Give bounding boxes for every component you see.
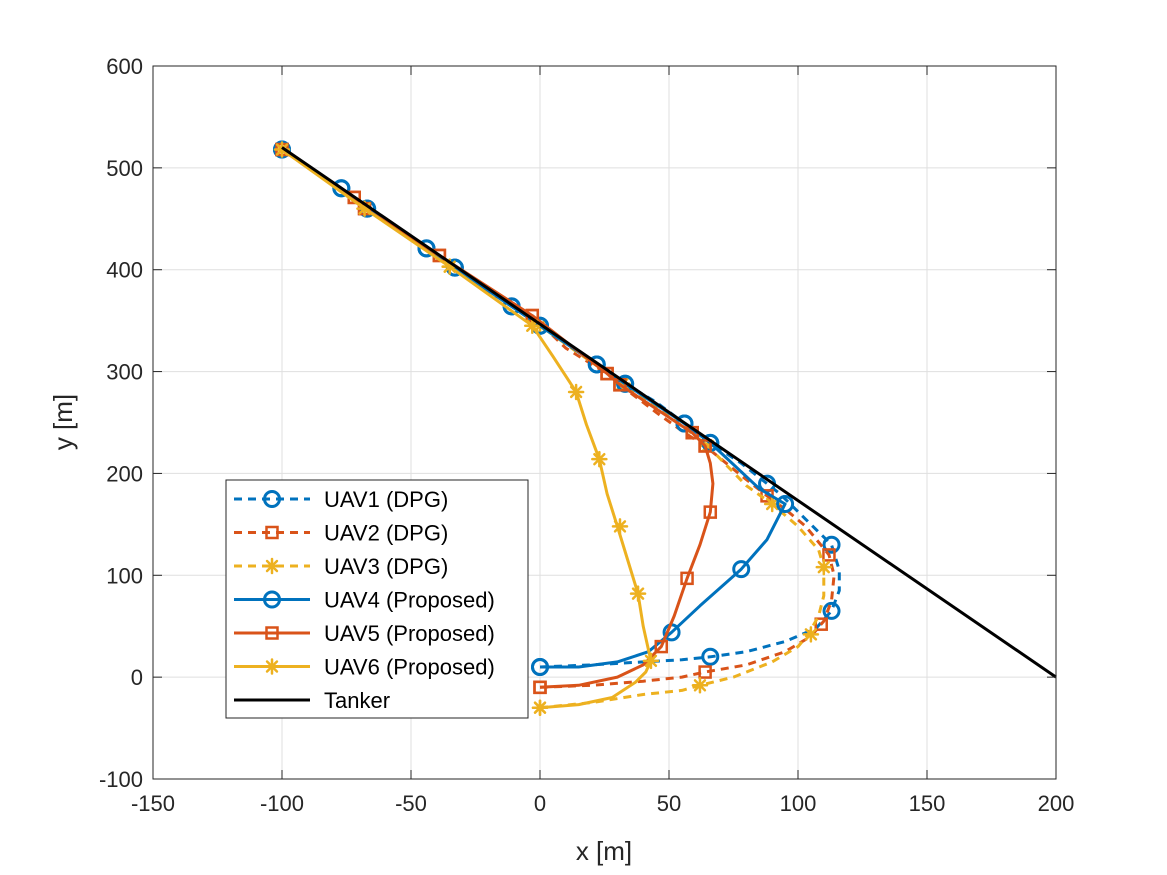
ticks: -150 -100 -50 0 50 100 150 200-1000100200300400…: [99, 54, 1074, 816]
legend: UAV1 (DPG) UAV2 (DPG) UAV3 (DPG) UAV4 (Prop…: [225, 479, 529, 719]
legend-label: UAV1 (DPG): [324, 487, 448, 512]
x-tick-label: 100: [780, 791, 817, 816]
y-tick-label: 100: [106, 563, 143, 588]
x-tick-label: 200: [1038, 791, 1075, 816]
legend-label: UAV4 (Proposed): [324, 588, 495, 613]
x-tick-label: 150: [909, 791, 946, 816]
y-tick-label: 300: [106, 360, 143, 385]
series-1-marker: [698, 665, 712, 679]
x-axis-title: x [m]: [576, 836, 632, 866]
x-tick-label: -150: [131, 791, 175, 816]
series-3-marker: [417, 239, 436, 258]
series-6: [281, 146, 1057, 679]
series-4-marker: [654, 639, 669, 654]
y-tick-label: 0: [131, 665, 143, 690]
series-4-marker: [680, 571, 694, 586]
x-tick-label: 0: [534, 791, 546, 816]
legend-label: UAV2 (DPG): [324, 521, 448, 546]
x-tick-label: -100: [260, 791, 304, 816]
legend-item: UAV6 (Proposed): [234, 655, 495, 680]
series-4-marker: [533, 680, 547, 695]
y-tick-label: 500: [106, 156, 143, 181]
y-tick-label: 400: [106, 258, 143, 283]
series-5: [273, 141, 660, 716]
series-3-marker: [587, 355, 606, 374]
legend-marker-sample: [263, 590, 281, 609]
legend-item: UAV1 (DPG): [234, 487, 448, 512]
x-tick-label: -50: [395, 791, 427, 816]
series-3-marker: [776, 494, 795, 513]
series-0-marker: [822, 601, 841, 620]
legend-item: UAV4 (Proposed): [234, 588, 495, 613]
series-2-marker: [802, 626, 820, 643]
legend-label: UAV6 (Proposed): [324, 655, 495, 680]
series-4-marker: [698, 439, 712, 453]
series-5-marker: [531, 699, 549, 716]
y-tick-label: 200: [106, 461, 143, 486]
axes-box: [152, 65, 1057, 780]
y-axis-title: y [m]: [48, 394, 78, 450]
series-2-line: [281, 148, 826, 710]
series-layer: [273, 140, 1057, 716]
legend-marker-sample: [263, 658, 281, 675]
series-3-marker: [732, 560, 751, 579]
series-0-marker: [822, 535, 841, 554]
series-2-marker: [815, 558, 833, 576]
legend-item: UAV2 (DPG): [234, 521, 448, 546]
legend-marker-sample: [263, 490, 281, 508]
series-3-marker: [531, 657, 549, 676]
legend-marker-sample: [263, 557, 281, 575]
y-tick-label: -100: [99, 767, 143, 792]
series-6-line: [281, 146, 1057, 679]
series-1-marker: [822, 548, 836, 562]
series-5-marker: [629, 585, 647, 602]
legend-item: UAV3 (DPG): [234, 554, 448, 579]
y-tick-label: 600: [106, 54, 143, 79]
legend-marker-sample: [265, 525, 279, 540]
series-2-marker: [691, 677, 709, 694]
series-4-marker: [703, 505, 718, 519]
series-0-marker: [701, 647, 720, 666]
x-tick-label: 50: [657, 791, 681, 816]
series-5-marker: [591, 450, 608, 468]
legend-label: UAV3 (DPG): [324, 554, 448, 579]
legend-label: Tanker: [324, 688, 390, 713]
series-5-marker: [642, 652, 660, 670]
legend-marker-sample: [265, 626, 279, 640]
series-5-marker: [611, 518, 629, 535]
legend-item: Tanker: [234, 688, 390, 713]
series-5-marker: [567, 383, 585, 401]
legend-label: UAV5 (Proposed): [324, 621, 495, 646]
legend-item: UAV5 (Proposed): [234, 621, 495, 646]
